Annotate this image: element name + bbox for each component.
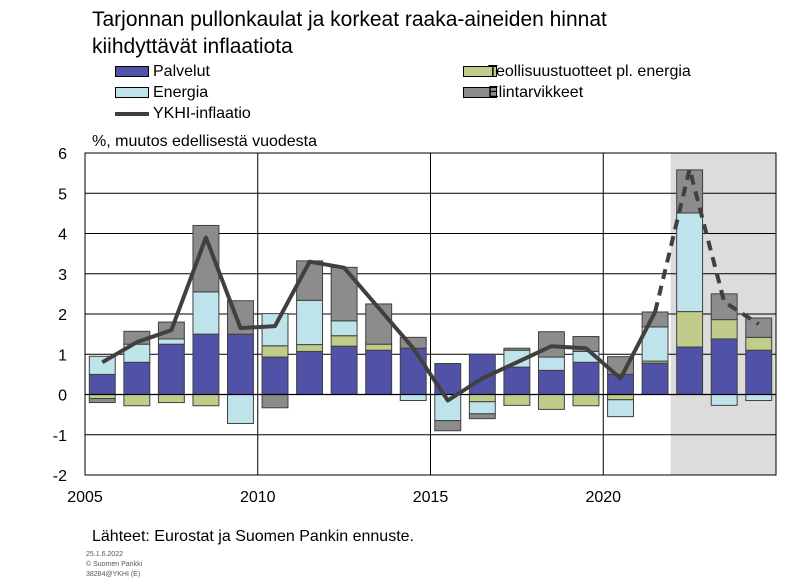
meta-date: 25.1.6.2022 <box>86 551 123 558</box>
bar-teollisuus <box>710 319 738 340</box>
legend-line-ykhi <box>115 112 149 116</box>
source-note: Lähteet: Eurostat ja Suomen Pankin ennus… <box>92 528 414 545</box>
bar-teollisuus <box>676 311 704 348</box>
bar-energia <box>330 320 358 337</box>
bar-palvelut <box>365 349 393 396</box>
y-tick-label: 5 <box>58 186 67 203</box>
bar-energia <box>192 291 220 335</box>
y-axis-unit-label: %, muutos edellisestä vuodesta <box>92 133 318 150</box>
bar-teollisuus <box>123 394 151 407</box>
y-tick-label: -2 <box>53 468 67 485</box>
bar-palvelut <box>641 362 669 396</box>
legend-label-elintarvikkeet: Elintarvikkeet <box>488 84 584 101</box>
bar-teollisuus <box>365 343 393 351</box>
bar-energia <box>745 394 773 402</box>
bar-palvelut <box>157 343 185 395</box>
bar-energia <box>676 212 704 313</box>
bar-palvelut <box>261 356 289 396</box>
bar-palvelut <box>399 347 427 395</box>
meta-copyright: © Suomen Pankki <box>86 561 143 568</box>
bar-elintarvikkeet <box>88 398 116 404</box>
x-tick-label: 2005 <box>67 489 103 506</box>
bar-palvelut <box>192 333 220 395</box>
legend-label-energia: Energia <box>153 84 209 101</box>
bar-energia <box>296 299 324 346</box>
bar-palvelut <box>123 361 151 395</box>
bar-energia <box>227 394 254 424</box>
bar-energia <box>157 338 185 345</box>
bar-palvelut <box>676 346 704 396</box>
legend-swatch-teollisuus <box>463 66 497 77</box>
bar-energia <box>607 399 634 418</box>
bar-palvelut <box>296 350 324 395</box>
legend-swatch-palvelut <box>115 66 149 77</box>
bar-energia <box>261 313 289 347</box>
bar-teollisuus <box>330 335 358 347</box>
bar-palvelut <box>710 338 738 395</box>
bar-teollisuus <box>192 394 220 407</box>
x-tick-label: 2020 <box>585 489 621 506</box>
x-tick-label: 2015 <box>413 489 449 506</box>
chart-title-line2: kiihdyttävät inflaatiota <box>92 35 293 58</box>
bar-teollisuus <box>157 394 185 404</box>
bar-energia <box>710 394 738 406</box>
bar-teollisuus <box>261 345 289 358</box>
bar-energia <box>468 401 496 415</box>
bar-palvelut <box>330 345 358 396</box>
bar-teollisuus <box>537 394 565 410</box>
bar-palvelut <box>503 366 531 396</box>
bar-teollisuus <box>468 394 496 403</box>
x-tick-label: 2010 <box>240 489 276 506</box>
y-tick-label: 0 <box>58 388 67 405</box>
bar-teollisuus <box>572 394 600 407</box>
bar-energia <box>537 356 565 371</box>
line-ykhi-actual <box>101 235 657 403</box>
bar-teollisuus <box>745 336 773 351</box>
y-tick-label: 6 <box>58 146 67 163</box>
chart-title-line1: Tarjonnan pullonkaulat ja korkeat raaka-… <box>92 8 607 31</box>
bar-elintarvikkeet <box>503 347 531 351</box>
y-tick-label: 1 <box>58 347 67 364</box>
meta-code: 38284@YKHI (E) <box>86 571 141 578</box>
bar-palvelut <box>572 361 600 395</box>
bar-elintarvikkeet <box>261 394 289 409</box>
chart-title: Tarjonnan pullonkaulat ja korkeat raaka-… <box>92 6 792 60</box>
bar-elintarvikkeet <box>468 413 496 420</box>
bar-teollisuus <box>88 394 116 400</box>
plot-frame <box>84 152 777 476</box>
y-tick-label: 2 <box>58 307 67 324</box>
y-tick-label: 4 <box>58 227 67 244</box>
line-ykhi-forecast <box>653 168 760 326</box>
legend-swatch-elintarvikkeet <box>463 87 497 98</box>
bar-palvelut <box>227 333 254 395</box>
bar-teollisuus <box>607 394 634 401</box>
y-tick-label: 3 <box>58 267 67 284</box>
y-tick-label: -1 <box>53 428 67 445</box>
bar-energia <box>399 394 427 402</box>
bar-elintarvikkeet <box>745 317 773 338</box>
bar-palvelut <box>537 369 565 396</box>
bar-teollisuus <box>296 344 324 352</box>
legend-swatch-energia <box>115 87 149 98</box>
bar-palvelut <box>88 373 116 395</box>
bar-elintarvikkeet <box>434 420 462 432</box>
legend-label-palvelut: Palvelut <box>153 63 210 80</box>
legend-label-ykhi: YKHI-inflaatio <box>153 105 251 122</box>
bar-palvelut <box>745 349 773 396</box>
legend-label-teollisuus: Teollisuustuotteet pl. energia <box>488 63 691 80</box>
bar-teollisuus <box>503 394 531 406</box>
